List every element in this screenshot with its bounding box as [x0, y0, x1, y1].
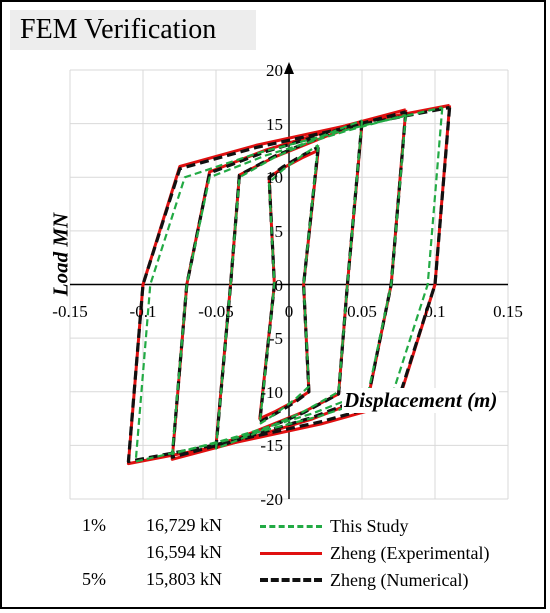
y-axis-arrow: [284, 62, 294, 74]
x-tick-label: -0.1: [129, 301, 157, 321]
legend-item-this-study: This Study: [260, 515, 409, 537]
hysteresis-loop: [214, 119, 364, 450]
legend-label: Zheng (Experimental): [330, 542, 490, 563]
y-tick-label: -15: [260, 436, 283, 456]
y-tick-label: 15: [266, 114, 283, 134]
y-tick-label: -5: [268, 329, 283, 349]
annotation-value-2: 16,594 kN: [146, 542, 222, 562]
y-axis-label: Load MN: [48, 212, 73, 297]
annotation-value-3: 15,803 kN: [146, 569, 222, 589]
legend-item-numerical: Zheng (Numerical): [260, 569, 468, 591]
y-tick-label: -10: [260, 382, 283, 402]
annotation-label-1: 1%: [82, 515, 106, 535]
y-tick-label: 10: [266, 168, 283, 188]
x-tick-label: 0: [284, 301, 294, 321]
y-tick-label: 0: [274, 275, 284, 295]
legend-swatch: [260, 524, 322, 528]
series-0: [134, 106, 444, 463]
annotation-label-3: 5%: [82, 569, 106, 589]
chart-title: FEM Verification: [10, 10, 256, 50]
x-tick-label: -0.05: [198, 301, 234, 321]
x-tick-label: 0.1: [424, 301, 446, 321]
hysteresis-loop: [134, 106, 444, 463]
x-tick-label: 0.05: [347, 301, 377, 321]
legend-swatch: [260, 578, 322, 582]
hysteresis-loop: [126, 105, 452, 464]
x-axis-label: Displacement (m): [342, 388, 500, 413]
y-tick-label: 20: [266, 61, 283, 80]
x-tick-label: 0.15: [493, 301, 523, 321]
x-tick-label: -0.15: [52, 301, 88, 321]
y-tick-label: 5: [274, 221, 284, 241]
series-group: [126, 103, 452, 466]
legend-label: Zheng (Numerical): [330, 569, 469, 590]
annotation-value-1: 16,729 kN: [146, 515, 222, 535]
axes: [70, 62, 508, 499]
legend-swatch: [260, 551, 322, 555]
legend-item-experimental: Zheng (Experimental): [260, 542, 489, 564]
hysteresis-loop: [258, 145, 320, 424]
hysteresis-loop: [258, 144, 320, 425]
y-tick-label: -20: [260, 490, 283, 509]
legend-label: This Study: [330, 515, 409, 536]
